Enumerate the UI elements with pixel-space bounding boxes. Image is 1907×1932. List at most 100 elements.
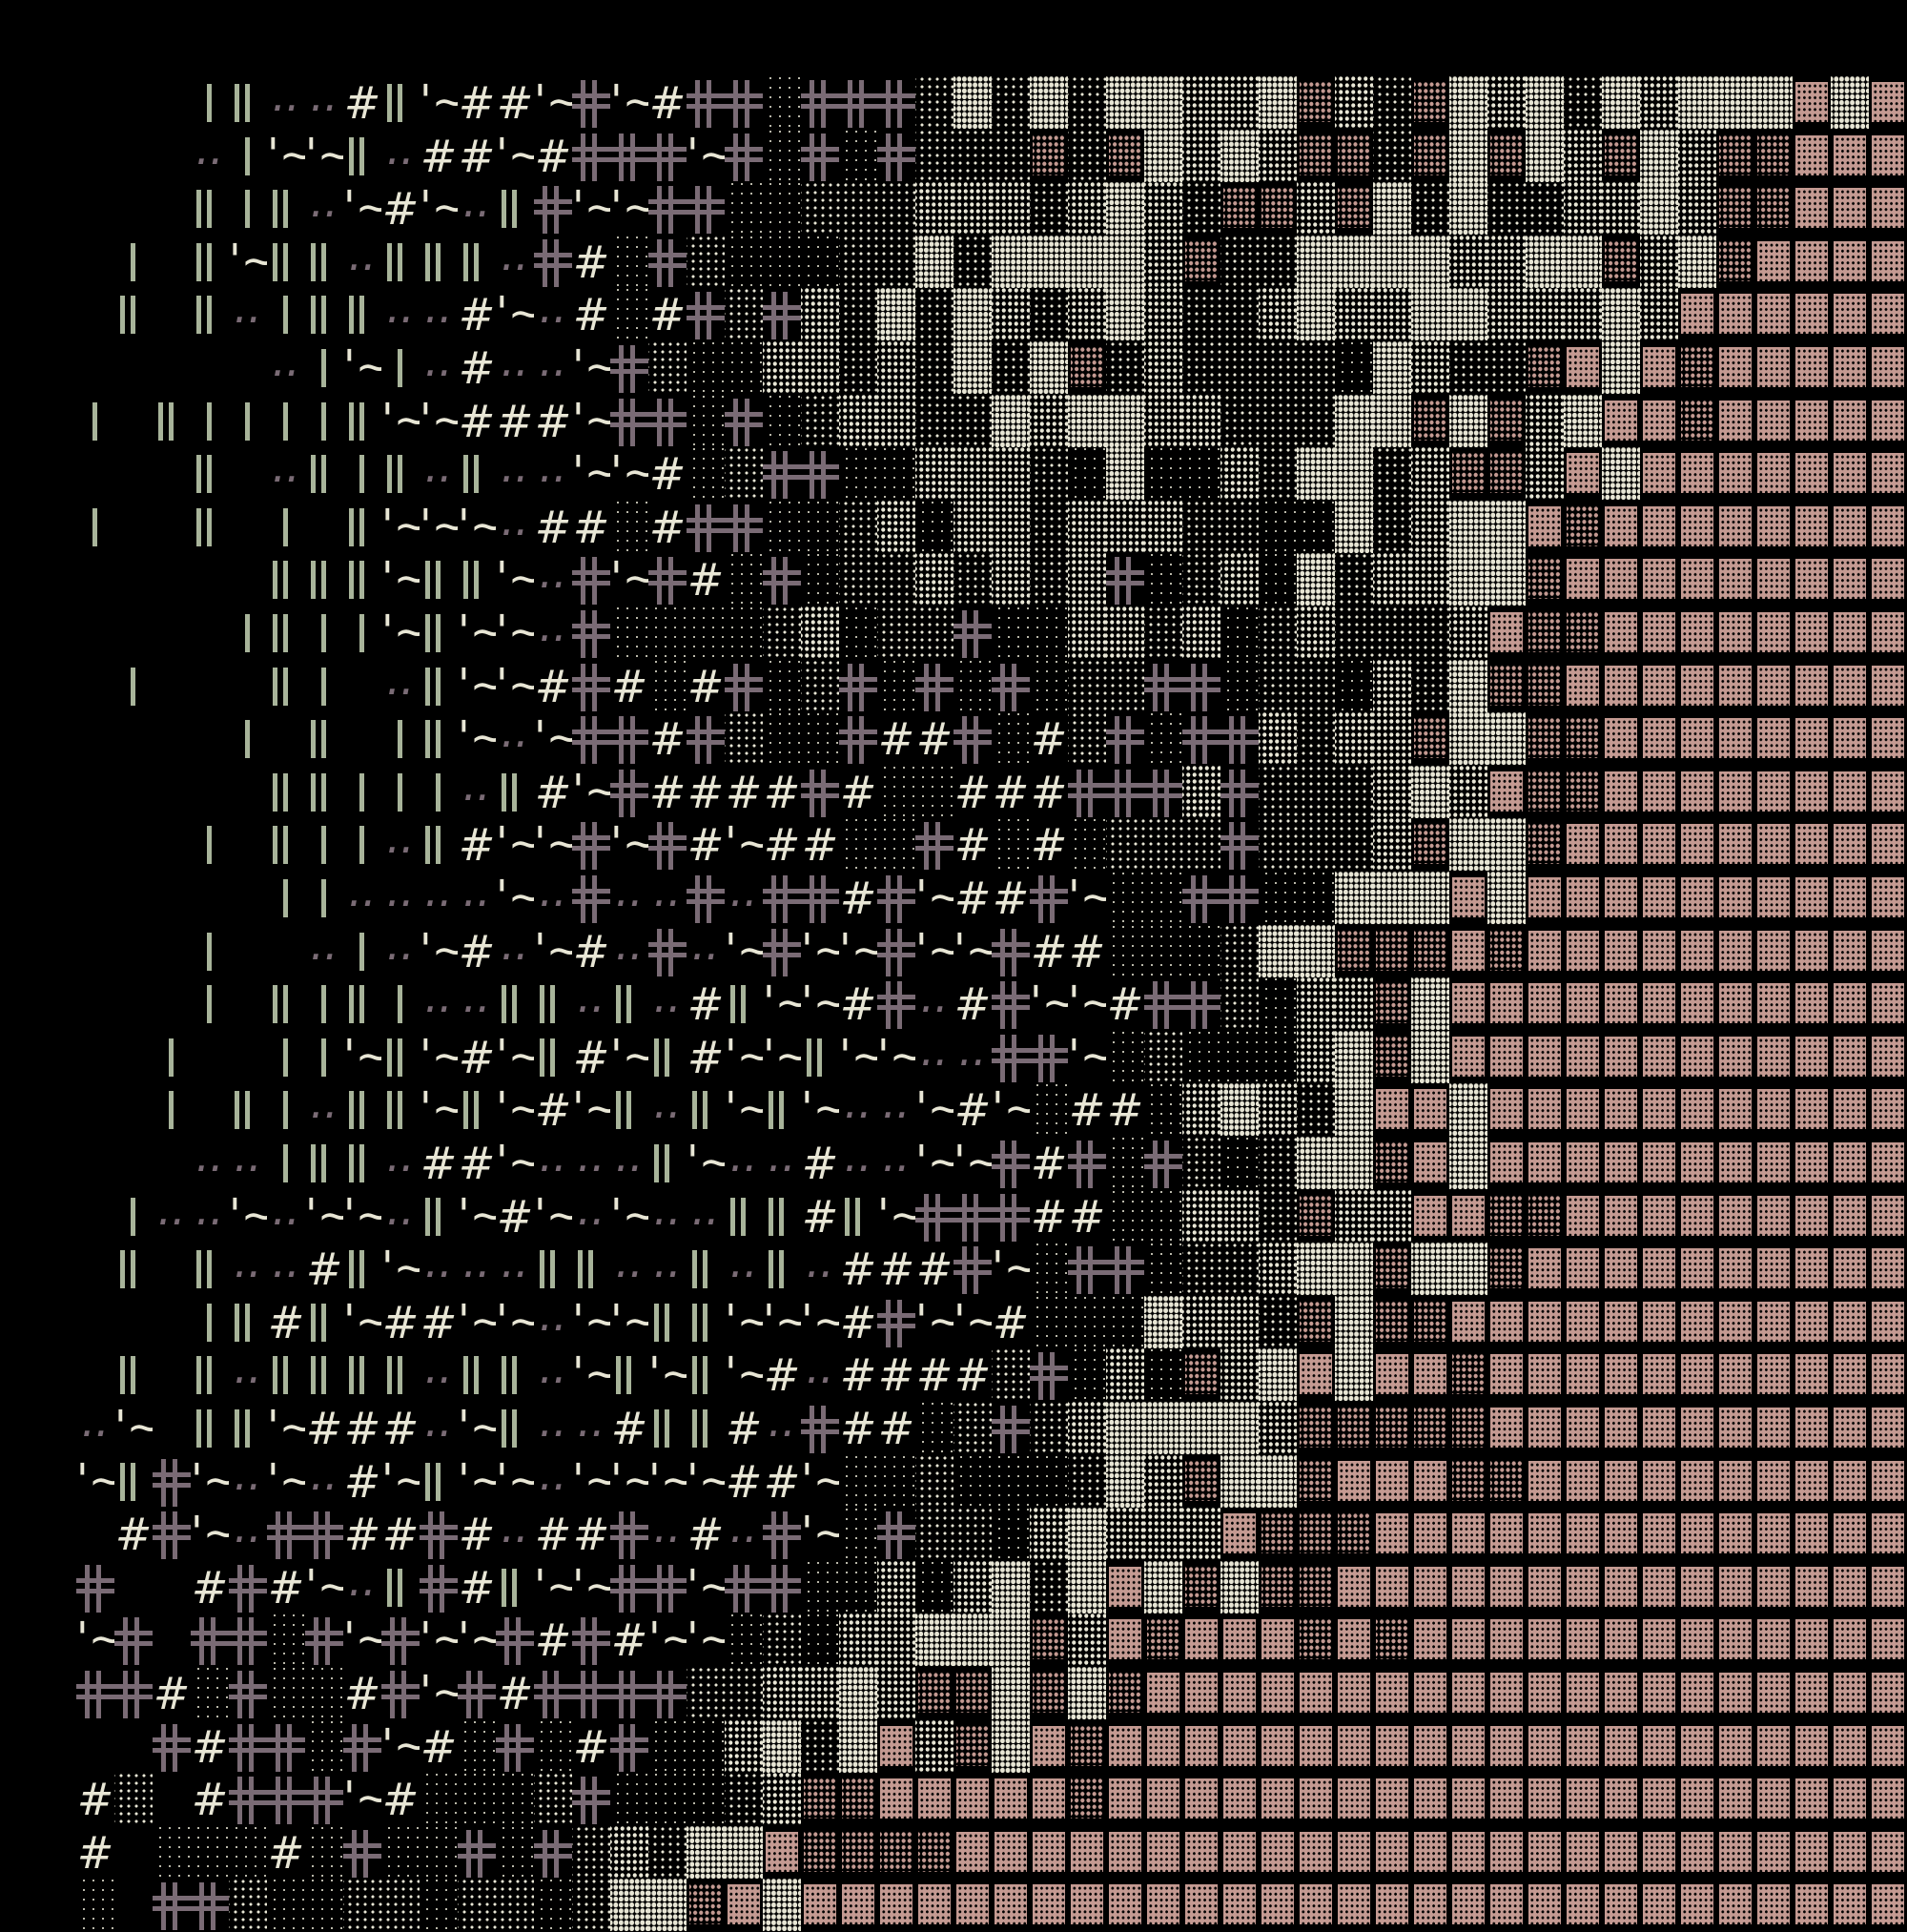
stipple-heavy-glyph: [1259, 1348, 1297, 1402]
hash-glyph: #: [572, 236, 610, 288]
pink-solid-glyph: [1831, 1667, 1869, 1720]
stipple-heavy-glyph: [1068, 1667, 1106, 1720]
stipple-mid-glyph: [381, 1879, 420, 1932]
hash-glyph: #: [458, 1561, 496, 1613]
stipple-heavy-glyph: [1716, 76, 1754, 130]
cross-glyph: [839, 712, 877, 766]
stipple-mid-glyph: [725, 712, 763, 766]
tilde-quote-glyph: '~': [648, 1454, 687, 1506]
tilde-quote-glyph: '~': [687, 1137, 725, 1187]
tilde-quote-glyph: '~': [915, 872, 954, 922]
tilde-quote-glyph: '~': [458, 1402, 496, 1452]
stipple-light-glyph: [648, 606, 687, 660]
pink-solid-glyph: [1754, 606, 1793, 660]
pink-solid-glyph: [1487, 1137, 1526, 1190]
stipple-heavy-glyph: [1068, 1560, 1106, 1614]
tilde-quote-glyph: '~': [687, 1613, 725, 1665]
stipple-heavy-glyph: [954, 288, 992, 341]
hash-glyph: #: [763, 1455, 801, 1508]
double-bar-glyph: [763, 1083, 801, 1137]
stipple-mid-glyph: [1068, 659, 1106, 713]
tilde-quote-glyph: '~': [458, 1295, 496, 1346]
pink-solid-glyph: [1831, 872, 1869, 925]
double-bar-glyph: [305, 1348, 343, 1402]
pink-mid-glyph: [877, 1826, 915, 1880]
tilde-quote-glyph: '~': [343, 1295, 381, 1346]
hash-glyph: #: [725, 1455, 763, 1508]
stipple-light-glyph: [839, 606, 877, 660]
stipple-heavy-glyph: [1335, 1137, 1373, 1190]
pink-mid-glyph: [1487, 395, 1526, 448]
art-row: '~''~'..'~'#: [76, 553, 1907, 606]
pink-solid-glyph: [1411, 1561, 1449, 1614]
pink-solid-glyph: [1869, 1508, 1907, 1561]
double-bar-glyph: [534, 977, 572, 1031]
pink-solid-glyph: [1487, 977, 1526, 1031]
empty-cell: [191, 766, 229, 819]
tilde-quote-glyph: '~': [267, 1454, 305, 1506]
cross-glyph: [725, 500, 763, 554]
hash-glyph: #: [877, 1403, 915, 1454]
cross-glyph: [801, 765, 839, 819]
stipple-light-glyph: [420, 1879, 458, 1932]
pink-solid-glyph: [1526, 977, 1564, 1031]
stipple-mid-glyph: [1220, 1243, 1259, 1296]
pink-solid-glyph: [1487, 1667, 1526, 1720]
pink-solid-glyph: [1793, 818, 1831, 872]
pink-solid-glyph: [1182, 1613, 1220, 1667]
double-bar-glyph: [267, 235, 305, 289]
stipple-mid-glyph: [954, 1402, 992, 1455]
stipple-dense-glyph: [954, 447, 992, 501]
pink-solid-glyph: [1716, 818, 1754, 872]
pink-solid-glyph: [1831, 236, 1869, 289]
hash-glyph: #: [534, 660, 572, 712]
pink-solid-glyph: [1831, 1402, 1869, 1455]
empty-cell: [153, 182, 191, 236]
two-dots-glyph: ..: [386, 924, 415, 970]
stipple-dense-glyph: [1297, 1030, 1335, 1084]
cross-glyph: [76, 1667, 114, 1720]
stipple-light-glyph: [1259, 500, 1297, 554]
stipple-heavy-glyph: [954, 341, 992, 395]
pink-mid-glyph: [1297, 1508, 1335, 1561]
empty-cell: [76, 606, 114, 660]
hash-glyph: #: [534, 395, 572, 447]
pink-solid-glyph: [1716, 447, 1754, 501]
stipple-mid-glyph: [954, 553, 992, 606]
pink-solid-glyph: [1793, 182, 1831, 236]
hash-glyph: #: [343, 77, 381, 129]
art-row: [76, 1879, 1907, 1932]
pink-solid-glyph: [1564, 1879, 1602, 1932]
two-dots-glyph: ..: [653, 1083, 682, 1129]
stipple-mid-glyph: [1564, 76, 1602, 130]
pink-solid-glyph: [1678, 1137, 1716, 1190]
pink-solid-glyph: [1297, 1720, 1335, 1774]
stipple-mid-glyph: [1297, 818, 1335, 872]
pink-solid-glyph: [1602, 1083, 1640, 1137]
single-bar-glyph: [267, 872, 305, 925]
stipple-mid-glyph: [992, 129, 1030, 183]
pink-mid-glyph: [1182, 236, 1220, 289]
hash-glyph: #: [763, 766, 801, 818]
cross-glyph: [801, 872, 839, 925]
stipple-dense-glyph: [1259, 288, 1297, 341]
pink-solid-glyph: [1602, 1137, 1640, 1190]
empty-cell: [114, 1720, 153, 1774]
pink-mid-glyph: [1068, 341, 1106, 395]
pink-mid-glyph: [1411, 130, 1449, 183]
art-row: ..'~'..#....'~': [76, 341, 1907, 395]
stipple-dense-glyph: [1068, 553, 1106, 606]
stipple-heavy-glyph: [1144, 129, 1182, 183]
stipple-heavy-glyph: [1373, 872, 1411, 925]
stipple-light-glyph: [839, 1560, 877, 1614]
empty-cell: [153, 1348, 191, 1402]
stipple-heavy-glyph: [1449, 394, 1487, 448]
pink-solid-glyph: [1297, 1826, 1335, 1880]
stipple-dense-glyph: [915, 182, 954, 236]
stipple-mid-glyph: [1487, 341, 1526, 395]
tilde-quote-glyph: '~': [610, 76, 648, 127]
pink-solid-glyph: [1602, 395, 1640, 448]
double-bar-glyph: [420, 712, 458, 766]
cross-glyph: [1106, 553, 1144, 606]
tilde-quote-glyph: '~': [801, 1083, 839, 1135]
